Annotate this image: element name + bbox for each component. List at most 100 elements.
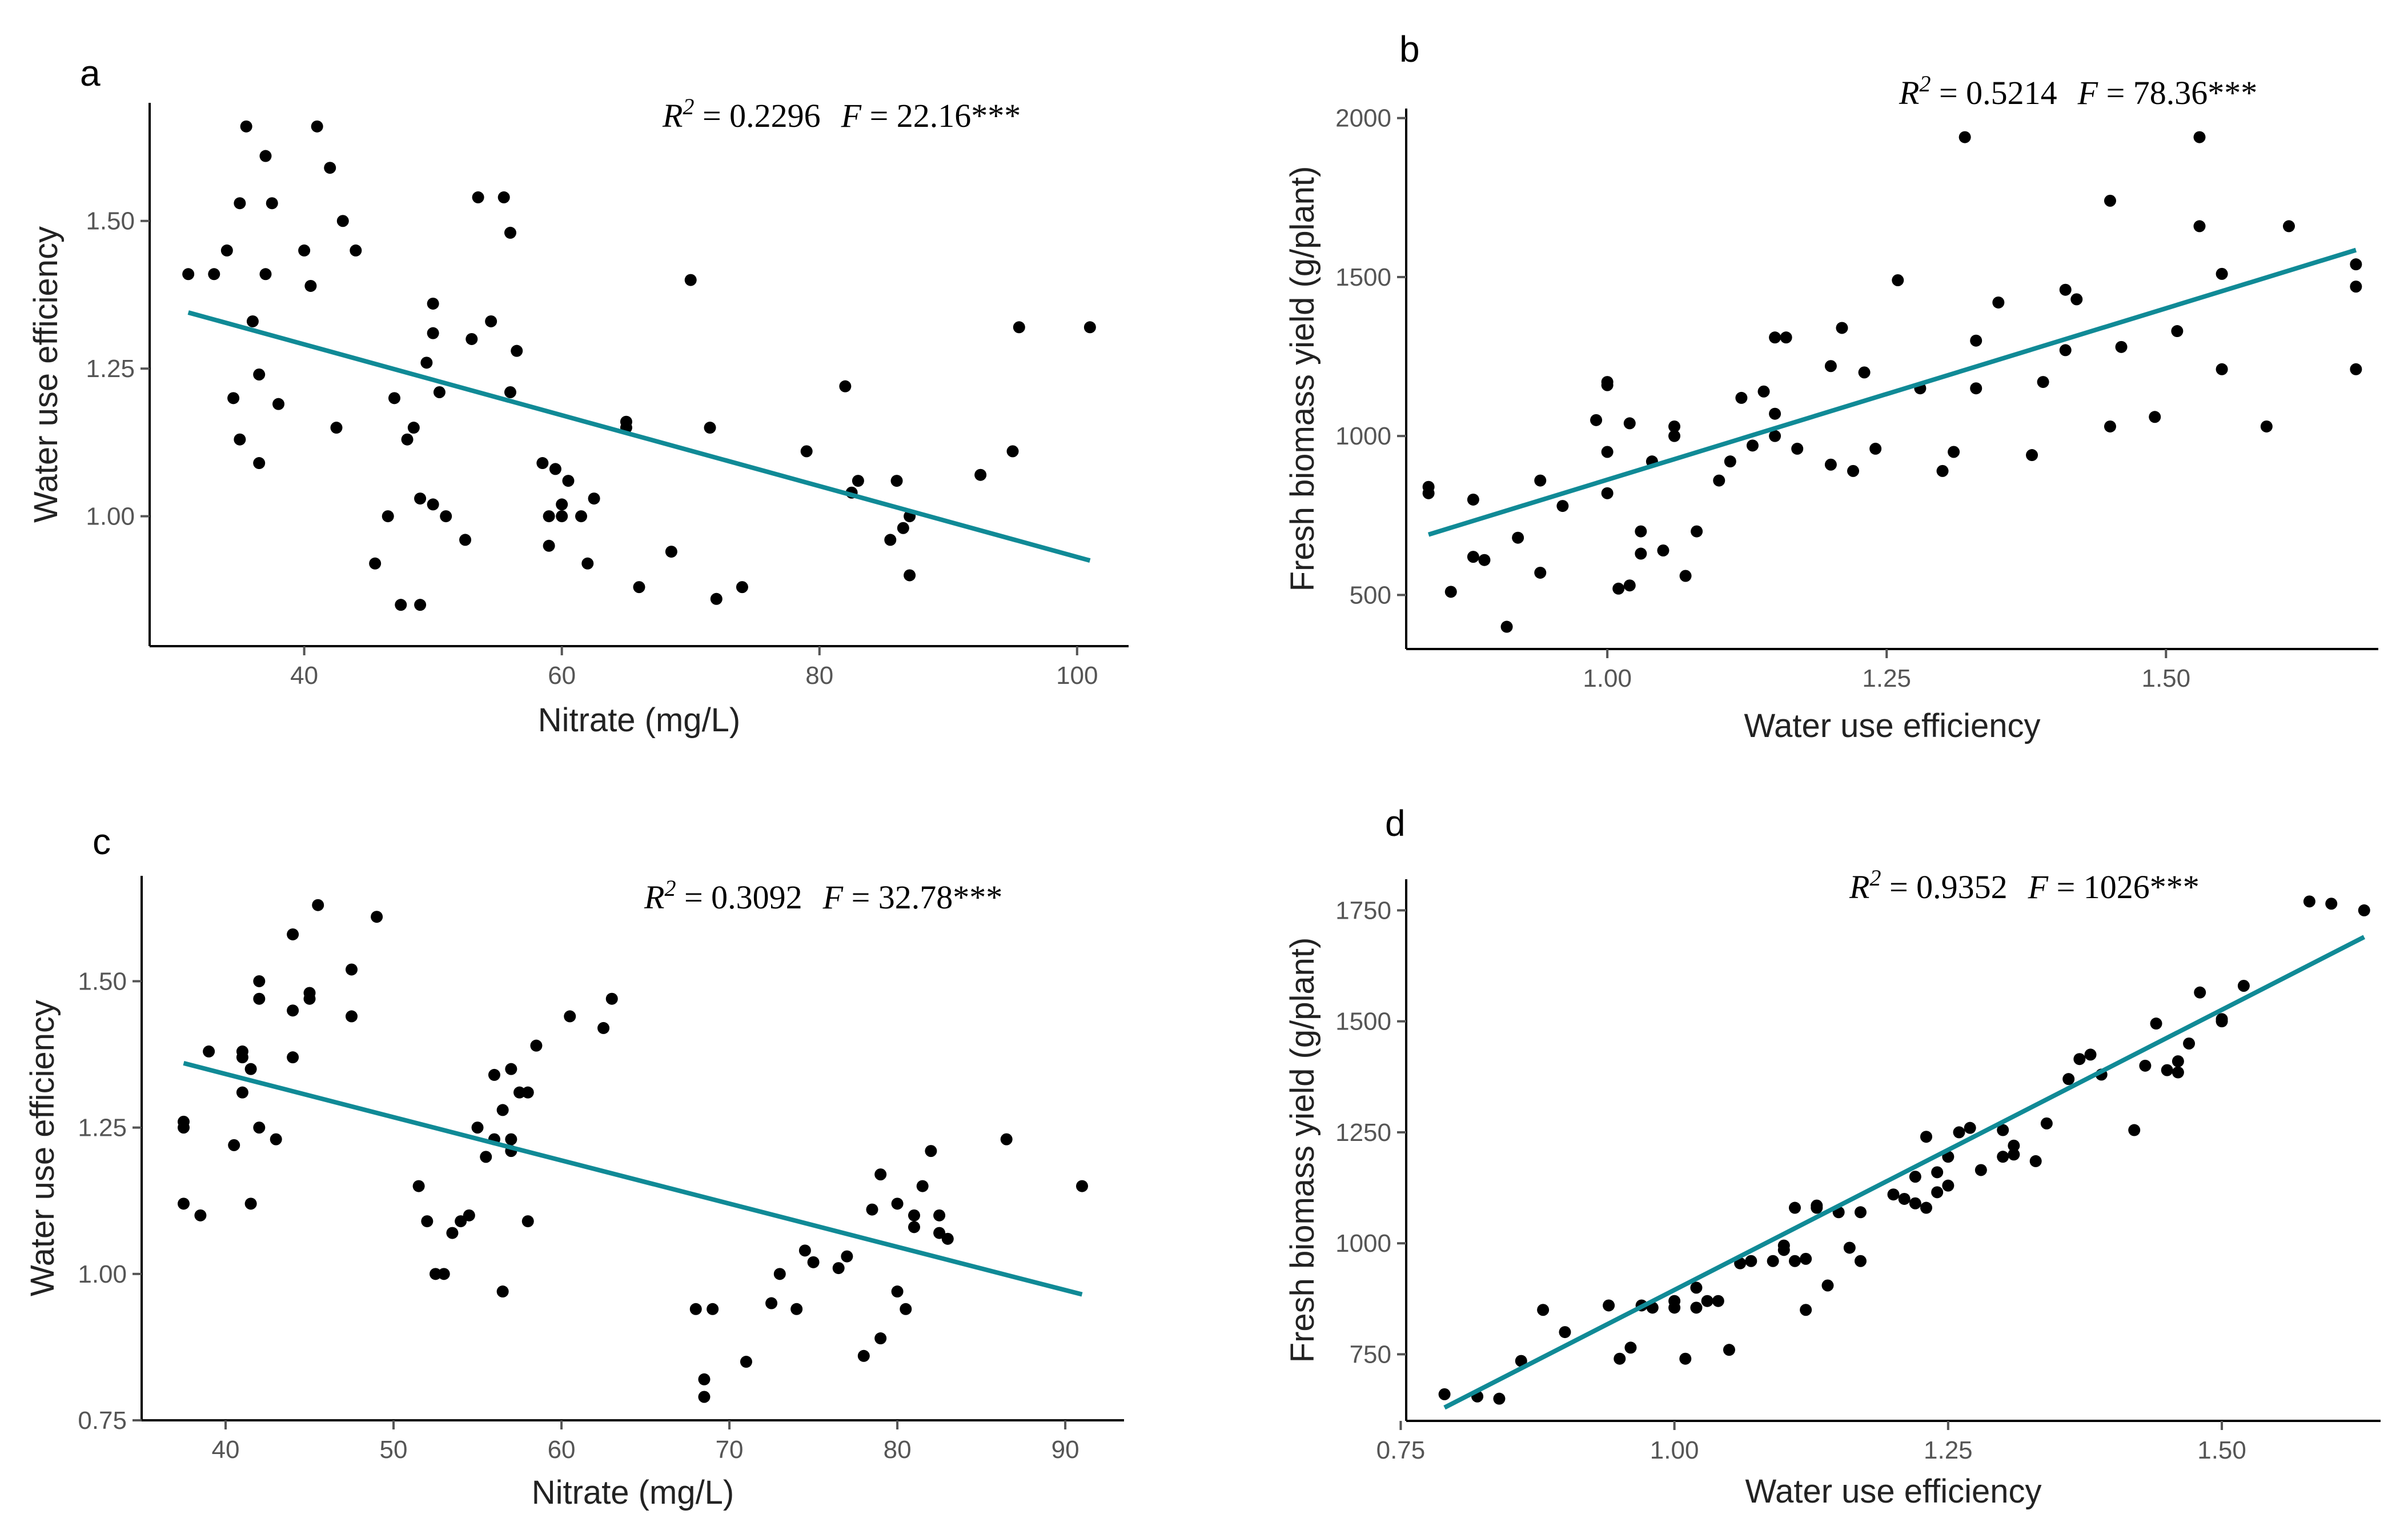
data-point [1931,1186,1944,1199]
data-point [1438,1388,1451,1400]
data-point [455,1215,467,1228]
data-point [485,315,497,327]
data-point [1769,331,1781,344]
data-point [1824,360,1837,373]
data-point [463,1209,475,1221]
data-point [2303,895,2315,908]
data-point [178,1122,190,1134]
data-point [1623,579,1636,592]
data-point [1590,414,1603,426]
r2-superscript: 2 [1869,865,1881,891]
data-point [2139,1059,2152,1072]
data-point [1777,1239,1790,1252]
data-point [2216,363,2228,375]
data-point [1909,1171,1921,1183]
data-point [438,1268,450,1280]
data-point [773,1268,786,1280]
x-tick-label: 80 [805,662,833,690]
data-point [1075,1180,1088,1192]
data-point [891,1197,904,1210]
y-tick-label: 1.25 [86,355,135,383]
data-point [208,268,220,281]
data-point [412,1180,425,1192]
data-point [933,1227,946,1239]
f-value: = 32.78*** [843,879,1002,916]
data-point [521,1086,534,1099]
data-point [194,1209,207,1221]
data-point [401,433,414,446]
data-point [1997,1124,2009,1136]
data-point [1635,547,1647,560]
data-point [605,992,618,1005]
data-point [2059,283,2072,296]
r2-value: = 0.5214 [1931,74,2057,111]
r2-value: = 0.9352 [1881,868,2007,906]
data-point [2193,131,2206,143]
data-point [707,1303,719,1315]
y-tick-label: 0.75 [78,1407,127,1435]
data-point [2350,258,2362,271]
x-tick-label: 0.75 [1376,1436,1426,1464]
data-point [1612,582,1625,595]
data-point [1811,1199,1823,1212]
data-point [1997,1151,2009,1163]
data-point [1083,321,1096,334]
x-tick-label: 1.25 [1924,1436,1973,1464]
data-point [203,1045,215,1058]
panel-label: a [80,53,101,94]
data-point [427,327,439,339]
data-point [2115,341,2128,353]
y-tick-label: 1.00 [78,1260,127,1288]
data-point [513,1086,526,1099]
data-point [346,1010,358,1023]
data-point [564,1010,576,1023]
data-point [2193,220,2206,233]
x-tick-label: 50 [380,1436,408,1464]
data-point [588,492,600,505]
data-point [2128,1124,2141,1136]
data-point [543,539,555,552]
data-point [253,992,266,1005]
data-point [1800,1304,1812,1316]
panel-a: a 40 60 80 100 1.00 1.25 1.50 Nitrate (mg/L) Wate… [27,53,1129,739]
data-point [1614,1352,1626,1365]
data-point [1970,334,1982,347]
data-point [1887,1188,1900,1201]
data-point [330,422,343,434]
r2-superscript: 2 [683,94,694,119]
data-point [2260,420,2273,432]
x-axis-title: Nitrate (mg/L) [532,1474,735,1511]
data-point [1800,1252,1812,1265]
data-point [427,498,439,511]
data-point [259,150,272,162]
data-point [710,592,723,605]
data-point [908,1221,920,1233]
y-tick-label: 1000 [1335,1229,1391,1257]
data-point [1970,382,1982,395]
y-tick-label: 500 [1350,581,1391,609]
data-point [2104,420,2116,432]
y-tick-label: 1500 [1335,1008,1391,1036]
y-tick-label: 1.50 [86,207,135,235]
data-point [874,1168,887,1181]
data-point [908,1209,920,1221]
data-point [178,1197,190,1210]
data-point [2161,1064,2173,1076]
data-point [414,599,427,611]
data-point [1723,1344,1735,1356]
y-tick-label: 1750 [1335,896,1391,924]
data-point [369,557,382,570]
regression-stats: R2 = 0.9352 F = 1026*** [1849,865,2200,906]
data-point [1668,1295,1681,1307]
data-point [807,1256,820,1268]
data-point [1668,430,1681,442]
data-point [1559,1326,1571,1339]
data-point [2059,344,2072,357]
data-point [182,268,195,281]
data-point [1780,331,1792,344]
data-point [465,333,478,345]
data-point [1724,455,1736,468]
data-point [1821,1279,1834,1292]
data-point [346,963,358,976]
f-symbol: F [822,879,844,916]
